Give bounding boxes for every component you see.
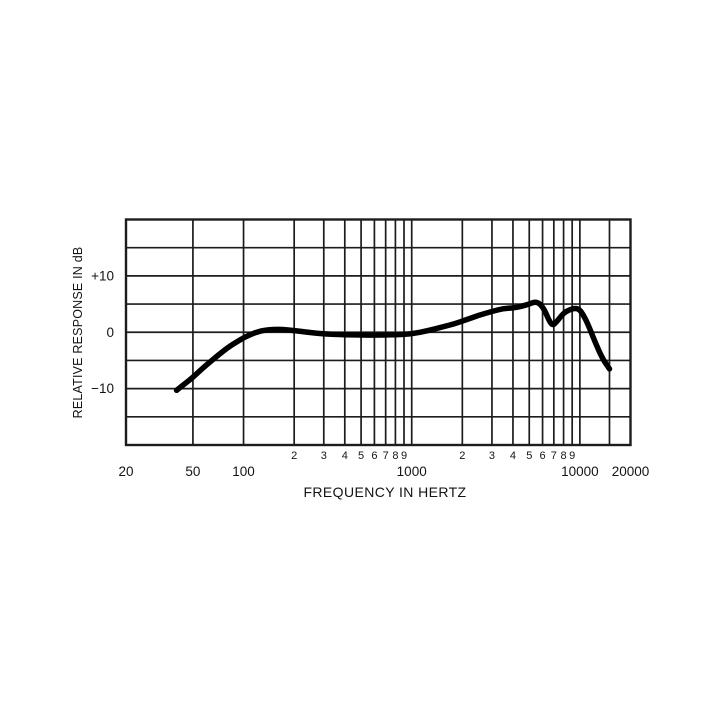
y-axis-title: RELATIVE RESPONSE IN dB bbox=[71, 247, 85, 419]
x-minor-tick-label: 4 bbox=[510, 450, 516, 462]
x-minor-tick-label: 5 bbox=[358, 450, 364, 462]
x-major-tick-label: 1000 bbox=[397, 464, 427, 479]
x-minor-tick-label: 4 bbox=[342, 450, 348, 462]
x-minor-tick-label: 7 bbox=[551, 450, 557, 462]
x-minor-tick-label: 5 bbox=[526, 450, 532, 462]
x-minor-tick-label: 6 bbox=[540, 450, 546, 462]
x-minor-tick-label: 9 bbox=[401, 450, 407, 462]
x-major-tick-label: 20 bbox=[118, 464, 133, 479]
x-minor-tick-label: 6 bbox=[371, 450, 377, 462]
x-minor-tick-label: 7 bbox=[383, 450, 389, 462]
x-minor-tick-label: 2 bbox=[291, 450, 297, 462]
plot-frame bbox=[124, 218, 632, 447]
x-major-tick-label: 20000 bbox=[612, 464, 650, 479]
x-axis-title: FREQUENCY IN HERTZ bbox=[303, 484, 466, 500]
x-major-tick-label: 10000 bbox=[561, 464, 599, 479]
x-major-tick-label: 50 bbox=[185, 464, 200, 479]
y-tick-label: −10 bbox=[91, 381, 114, 396]
x-minor-tick-label: 9 bbox=[569, 450, 575, 462]
x-minor-tick-label: 3 bbox=[489, 450, 495, 462]
y-tick-label: 0 bbox=[106, 325, 114, 340]
x-minor-tick-label: 8 bbox=[392, 450, 398, 462]
y-tick-label: +10 bbox=[91, 268, 114, 283]
x-minor-tick-label: 8 bbox=[561, 450, 567, 462]
frequency-response-curve bbox=[173, 299, 613, 394]
x-minor-tick-label: 2 bbox=[459, 450, 465, 462]
x-minor-tick-label: 3 bbox=[321, 450, 327, 462]
x-major-tick-label: 100 bbox=[232, 464, 255, 479]
